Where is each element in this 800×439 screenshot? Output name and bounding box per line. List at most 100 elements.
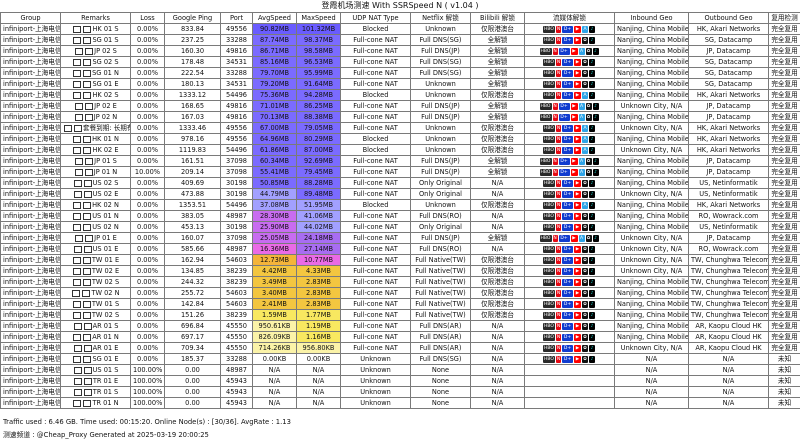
- netflix-icon: N: [556, 212, 561, 220]
- flag-icon: [85, 157, 94, 165]
- cell-streaming: HBO N D+ ▶ A ✿ ♪: [524, 166, 615, 178]
- cell-google-ping: 833.84: [164, 23, 221, 35]
- cell-reuse: 完全复用: [768, 309, 800, 321]
- youtube-icon: ▶: [574, 289, 581, 297]
- cell-maxspeed: N/A: [296, 364, 341, 376]
- cell-bilibili: 仅限港澳台: [470, 276, 525, 288]
- flag-icon: [73, 223, 82, 231]
- disney-icon: D+: [558, 113, 570, 121]
- netflix-icon: N: [556, 300, 561, 308]
- cell-streaming: HBO N D+ ▶ ✿ ♪: [524, 221, 615, 233]
- cell-avgspeed: 61.86MB: [252, 144, 297, 156]
- flag-icon: [83, 201, 92, 209]
- cell-google-ping: 709.34: [164, 342, 221, 354]
- cell-remarks: US 01 N: [60, 210, 131, 222]
- abema-icon: A: [582, 25, 588, 33]
- cell-remarks: SG 01 S: [60, 34, 131, 46]
- hbo-icon: HBO: [543, 179, 555, 187]
- cell-reuse: 完全复用: [768, 133, 800, 145]
- cell-inbound-geo: Nanjing, China Mobile: [614, 155, 689, 167]
- youtube-icon: ▶: [574, 135, 581, 143]
- cell-streaming: HBO N D+ ▶ A ♪: [524, 89, 615, 101]
- cell-remarks: HK 02 S: [60, 89, 131, 101]
- cell-loss: 0.00%: [130, 331, 165, 343]
- cell-port: 49556: [220, 23, 253, 35]
- cell-group: infiniport-上海电信: [0, 210, 61, 222]
- header-avgspeed: AvgSpeed: [252, 12, 297, 24]
- cell-google-ping: 134.85: [164, 265, 221, 277]
- tiktok-icon: ♪: [589, 355, 595, 363]
- cell-port: 54496: [220, 144, 253, 156]
- disney-icon: D+: [562, 25, 573, 33]
- cell-reuse: 完全复用: [768, 243, 800, 255]
- cell-remarks: JP 01 N: [60, 166, 131, 178]
- remarks-text: 套餐到期: 长期有效: [83, 124, 130, 132]
- cell-maxspeed: 88.38MB: [296, 111, 341, 123]
- cell-loss: 0.00%: [130, 254, 165, 266]
- cell-loss: 0.00%: [130, 111, 165, 123]
- table-row: infiniport-上海电信 SG 01 E 0.00% 185.37 33288 0.…: [0, 353, 800, 365]
- cell-udp-nat: Full-cone NAT: [340, 210, 411, 222]
- table-row: infiniport-上海电信 TW 02 E 0.00% 134.85 38239 4.…: [0, 265, 800, 277]
- cell-netflix: Full DNS(JP): [410, 111, 471, 123]
- remarks-text: TR 01 S: [92, 388, 119, 396]
- cell-avgspeed: 37.08MB: [252, 199, 297, 211]
- cell-inbound-geo: Nanjing, China Mobile: [614, 177, 689, 189]
- youtube-icon: ▶: [574, 25, 581, 33]
- cell-outbound-geo: HK, Akari Networks: [688, 122, 769, 134]
- cell-bilibili: 仅限港澳台: [470, 89, 525, 101]
- cell-reuse: 未知: [768, 397, 800, 409]
- hbo-icon: HBO: [539, 102, 552, 110]
- disney-icon: D+: [562, 212, 573, 220]
- cell-reuse: 完全复用: [768, 122, 800, 134]
- header-netflix: Netflix 解锁: [410, 12, 471, 24]
- cell-bilibili: 全解锁: [470, 78, 525, 90]
- disney-icon: D+: [562, 278, 573, 286]
- flag-icon: [73, 179, 82, 187]
- cell-inbound-geo: N/A: [614, 386, 689, 398]
- flag-icon: [83, 344, 92, 352]
- tiktok-icon: ♪: [589, 311, 595, 319]
- flag-icon: [84, 168, 93, 176]
- cell-inbound-geo: Unknown City, N/A: [614, 342, 689, 354]
- hbo-icon: HBO: [539, 157, 552, 165]
- hbo-icon: HBO: [543, 333, 555, 341]
- cell-reuse: 完全复用: [768, 23, 800, 35]
- cell-maxspeed: 96.53MB: [296, 56, 341, 68]
- cell-outbound-geo: SG, Datacamp: [688, 56, 769, 68]
- openai-icon: ✿: [582, 322, 588, 330]
- cell-netflix: Unknown: [410, 89, 471, 101]
- flag-icon: [82, 278, 91, 286]
- cell-inbound-geo: Unknown City, N/A: [614, 188, 689, 200]
- cell-outbound-geo: N/A: [688, 386, 769, 398]
- youtube-icon: ▶: [570, 113, 578, 121]
- cell-port: 54496: [220, 199, 253, 211]
- cell-avgspeed: 87.74MB: [252, 34, 297, 46]
- cell-google-ping: 0.00: [164, 364, 221, 376]
- cell-inbound-geo: Nanjing, China Mobile: [614, 210, 689, 222]
- cell-remarks: US 02 N: [60, 221, 131, 233]
- cell-remarks: TW 02 S: [60, 309, 131, 321]
- disney-icon: D+: [562, 311, 573, 319]
- cell-inbound-geo: Nanjing, China Mobile: [614, 287, 689, 299]
- hbo-icon: HBO: [543, 135, 555, 143]
- openai-icon: ✿: [585, 47, 592, 55]
- cell-loss: 0.00%: [130, 188, 165, 200]
- remarks-text: AR 01 S: [92, 322, 119, 330]
- cell-maxspeed: 2.83MB: [296, 298, 341, 310]
- cell-google-ping: 0.00: [164, 375, 221, 387]
- table-row: infiniport-上海电信 TW 01 E 0.00% 162.94 54603 12…: [0, 254, 800, 266]
- cell-udp-nat: Full-cone NAT: [340, 342, 411, 354]
- flag-icon: [83, 377, 92, 385]
- cell-netflix: Full Native(TW): [410, 309, 471, 321]
- cell-port: 30198: [220, 177, 253, 189]
- cell-streaming: HBO N D+ ▶ ✿ ♪: [524, 177, 615, 189]
- youtube-icon: ▶: [574, 69, 581, 77]
- cell-inbound-geo: Nanjing, China Mobile: [614, 34, 689, 46]
- cell-bilibili: 全解锁: [470, 56, 525, 68]
- openai-icon: ✿: [585, 157, 592, 165]
- flag-icon: [73, 245, 82, 253]
- cell-google-ping: 0.00: [164, 386, 221, 398]
- cell-udp-nat: Blocked: [340, 144, 411, 156]
- cell-reuse: 完全复用: [768, 111, 800, 123]
